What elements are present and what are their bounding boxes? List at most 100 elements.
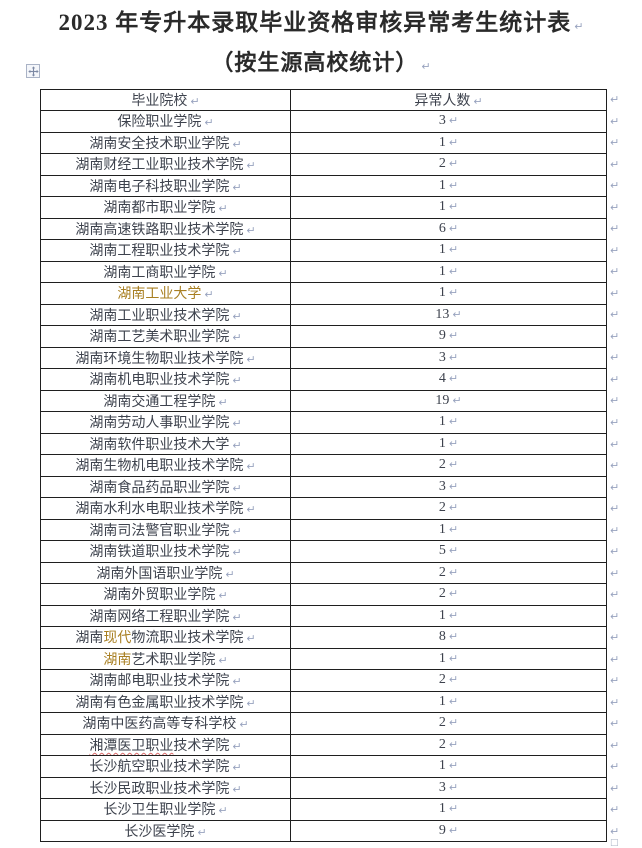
- count-value: 4: [438, 371, 446, 387]
- paragraph-mark: ↵: [610, 437, 620, 451]
- school-cell: 湖南网络工程职业学院 ↵: [40, 604, 291, 627]
- paragraph-mark: ↵: [610, 609, 620, 623]
- paragraph-mark: ↵: [448, 372, 459, 386]
- school-name-segment: 湖南工程职业技术学院: [89, 244, 230, 260]
- row-end-marks: ↵ ↵ ↵ ↵ ↵ ↵ ↵ ↵ ↵ ↵ ↵ ↵ ↵ ↵ ↵ ↵ ↵ ↵ ↵ ↵ ↵ ↵ ↵ ↵ ↵ ↵ ↵ ↵ ↵ ↵ ↵ ↵ ↵ ↵ ↵: [610, 89, 619, 842]
- paragraph-mark: ↵: [610, 674, 620, 688]
- school-name-segment: 湖南水利水电职业技术学院: [75, 502, 244, 518]
- header-count: 异常人数 ↵: [290, 89, 607, 111]
- table-row: 湖南食品药品职业学院 ↵ 3 ↵: [40, 475, 607, 498]
- school-name-segment: 湖南都市职业学院: [103, 201, 216, 217]
- paragraph-mark: ↵: [448, 329, 459, 343]
- school-name-segment: 湘潭医卫职业: [89, 738, 174, 754]
- table-row: 长沙医学院 ↵ 9 ↵: [40, 819, 607, 842]
- count-value: 8: [438, 629, 446, 645]
- count-value: 1: [438, 650, 446, 666]
- count-value: 9: [438, 822, 446, 838]
- table-row: 湖南网络工程职业学院 ↵ 1 ↵: [40, 604, 607, 627]
- count-cell: 2 ↵: [290, 153, 607, 176]
- paragraph-mark: ↵: [204, 116, 214, 130]
- count-value: 19: [435, 392, 450, 408]
- paragraph-mark: ↵: [448, 673, 459, 687]
- paragraph-mark: ↵: [232, 309, 242, 323]
- school-cell: 湖南安全技术职业学院 ↵: [40, 131, 291, 154]
- count-cell: 3 ↵: [290, 776, 607, 799]
- count-cell: 2 ↵: [290, 669, 607, 692]
- paragraph-mark: ↵: [197, 825, 207, 839]
- count-cell: 1 ↵: [290, 755, 607, 778]
- school-cell: 湖南中医药高等专科学校 ↵: [40, 712, 291, 735]
- paragraph-mark: ↵: [473, 95, 483, 108]
- school-cell: 湖南环境生物职业技术学院 ↵: [40, 346, 291, 369]
- school-cell: 湖南现代物流职业技术学院 ↵: [40, 626, 291, 649]
- table-row: 湖南工程职业技术学院 ↵ 1 ↵: [40, 239, 607, 262]
- count-cell: 3 ↵: [290, 346, 607, 369]
- school-cell: 湖南财经工业职业技术学院 ↵: [40, 153, 291, 176]
- table-row: 长沙民政职业技术学院 ↵ 3 ↵: [40, 776, 607, 799]
- count-value: 1: [438, 242, 446, 258]
- paragraph-mark: ↵: [610, 308, 620, 322]
- school-cell: 长沙民政职业技术学院 ↵: [40, 776, 291, 799]
- count-value: 1: [438, 693, 446, 709]
- count-cell: 9 ↵: [290, 819, 607, 842]
- count-value: 2: [438, 672, 446, 688]
- count-value: 2: [438, 715, 446, 731]
- paragraph-mark: ↵: [610, 372, 620, 386]
- table-row: 湖南艺术职业学院 ↵ 1 ↵: [40, 647, 607, 670]
- stats-table: 毕业院校 ↵ 异常人数 ↵ 保险职业学院 ↵ 3 ↵ 湖南安全技术职业学院 ↵ 1 ↵ 湖南财经工业…: [40, 89, 607, 842]
- school-cell: 湖南外贸职业学院 ↵: [40, 583, 291, 606]
- paragraph-mark: ↵: [610, 523, 620, 537]
- paragraph-mark: ↵: [610, 179, 620, 193]
- table-move-handle[interactable]: [26, 64, 40, 78]
- count-value: 5: [438, 543, 446, 559]
- paragraph-mark: ↵: [448, 264, 459, 278]
- paragraph-mark: ↵: [610, 243, 620, 257]
- table-row: 湖南现代物流职业技术学院 ↵ 8 ↵: [40, 626, 607, 649]
- paragraph-mark: ↵: [448, 157, 459, 171]
- table-row: 湖南都市职业学院 ↵ 1 ↵: [40, 196, 607, 219]
- count-cell: 1 ↵: [290, 282, 607, 305]
- paragraph-mark: ↵: [448, 522, 459, 536]
- count-value: 2: [438, 500, 446, 516]
- paragraph-mark: ↵: [610, 803, 620, 817]
- table-row: 湖南外国语职业学院 ↵ 2 ↵: [40, 561, 607, 584]
- count-value: 13: [435, 306, 450, 322]
- school-cell: 保险职业学院 ↵: [40, 110, 291, 133]
- paragraph-mark: ↵: [448, 243, 459, 257]
- school-name-segment: 湖南食品药品职业学院: [89, 480, 230, 496]
- school-cell: 湖南机电职业技术学院 ↵: [40, 368, 291, 391]
- paragraph-mark: ↵: [448, 737, 459, 751]
- count-cell: 1 ↵: [290, 239, 607, 262]
- school-cell: 湖南电子科技职业学院 ↵: [40, 174, 291, 197]
- school-name-segment: 物流职业技术学院: [131, 631, 244, 647]
- paragraph-mark: ↵: [448, 565, 459, 579]
- count-value: 1: [438, 607, 446, 623]
- document-title: 2023 年专升本录取毕业资格审核异常考生统计表 ↵: [0, 8, 642, 42]
- table-row: 湖南安全技术职业学院 ↵ 1 ↵: [40, 131, 607, 154]
- school-name-segment: 湖南机电职业技术学院: [89, 373, 230, 389]
- count-value: 3: [438, 779, 446, 795]
- paragraph-mark: ↵: [246, 696, 256, 710]
- paragraph-mark: ↵: [610, 329, 620, 343]
- paragraph-mark: ↵: [232, 374, 242, 388]
- paragraph-mark: ↵: [239, 718, 249, 732]
- count-cell: 2 ↵: [290, 561, 607, 584]
- paragraph-mark: ↵: [448, 501, 459, 515]
- school-name-segment: 湖南铁道职业技术学院: [89, 545, 230, 561]
- table-row: 湖南交通工程学院 ↵ 19 ↵: [40, 389, 607, 412]
- school-name-segment: 长沙医学院: [124, 824, 195, 840]
- paragraph-mark: ↵: [448, 479, 459, 493]
- count-value: 9: [438, 328, 446, 344]
- school-name-segment: 湖南安全技术职业学院: [89, 136, 230, 152]
- school-name-segment: 湖南中医药高等专科学校: [82, 717, 237, 733]
- table-row: 湖南机电职业技术学院 ↵ 4 ↵: [40, 368, 607, 391]
- table-row: 湖南工商职业学院 ↵ 1 ↵: [40, 260, 607, 283]
- paragraph-mark: ↵: [246, 460, 256, 474]
- table-row: 湖南铁道职业技术学院 ↵ 5 ↵: [40, 540, 607, 563]
- paragraph-mark: ↵: [218, 804, 228, 818]
- paragraph-mark: ↵: [610, 480, 620, 494]
- paragraph-mark: ↵: [232, 438, 242, 452]
- count-value: 1: [438, 414, 446, 430]
- paragraph-mark: ↵: [232, 331, 242, 345]
